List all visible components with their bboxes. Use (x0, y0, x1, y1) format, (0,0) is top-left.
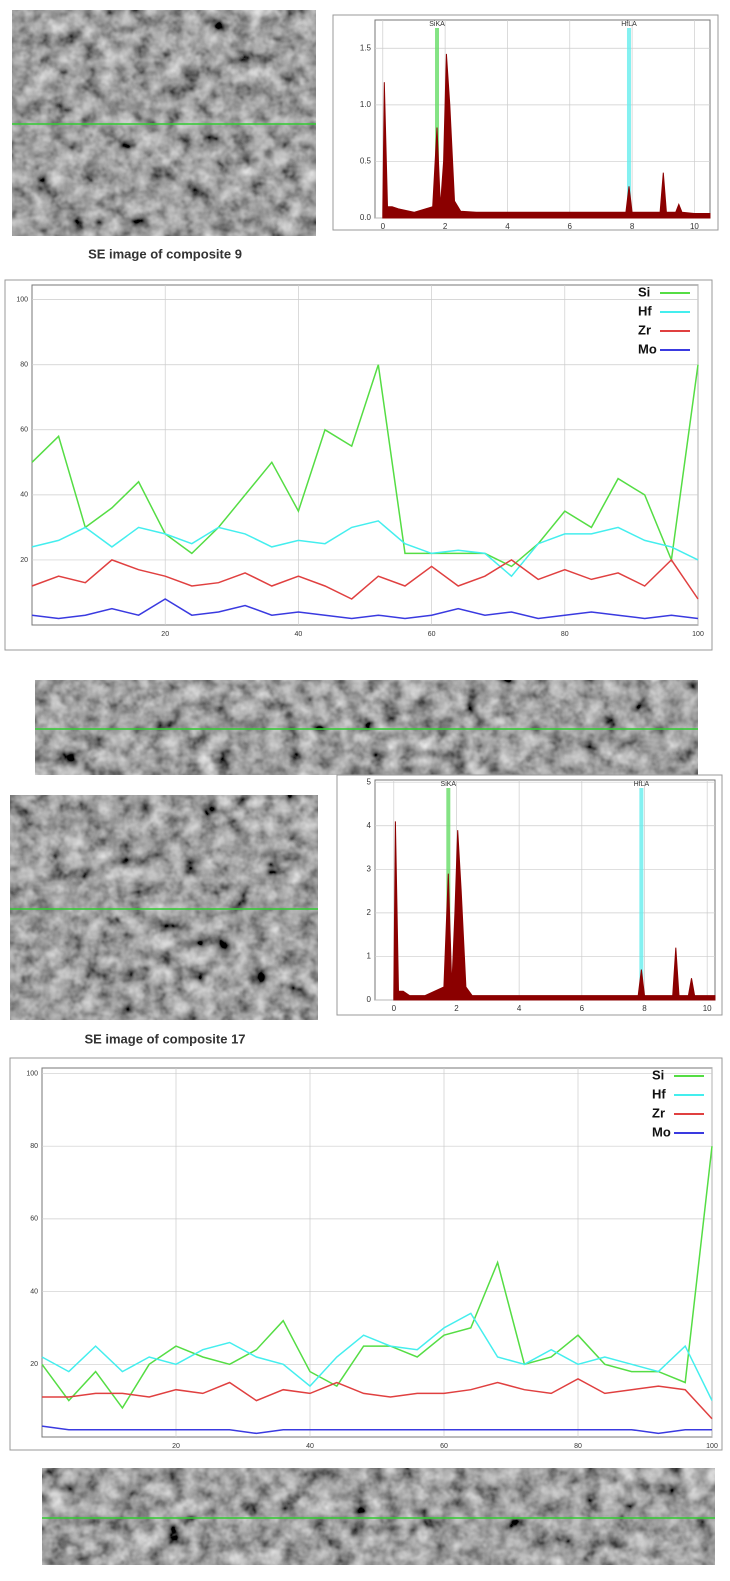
sem-strip (42, 1468, 715, 1565)
y-tick-label: 4 (367, 821, 372, 830)
y-tick-label: 100 (16, 296, 28, 303)
series-line (31, 520, 699, 578)
x-tick-label: 100 (706, 1443, 718, 1450)
caption: SE image of composite 17 (84, 1031, 245, 1046)
series-line (42, 1377, 713, 1420)
y-tick-label: 0.0 (360, 213, 372, 222)
marker-label: HfLA (634, 781, 650, 788)
legend-label: Zr (652, 1105, 665, 1120)
series-line (31, 598, 699, 620)
marker-label: HfLA (621, 21, 637, 28)
x-tick-label: 80 (574, 1443, 582, 1450)
plot-area (41, 1067, 713, 1438)
x-tick-label: 8 (630, 222, 635, 231)
y-tick-label: 1.5 (360, 43, 372, 52)
plot-area (374, 19, 711, 219)
series-line (41, 1312, 713, 1401)
x-tick-label: 40 (306, 1443, 314, 1450)
x-tick-label: 0 (381, 222, 386, 231)
y-tick-label: 40 (20, 492, 28, 499)
series-line (41, 1146, 713, 1410)
sem-image (10, 795, 318, 1020)
x-tick-label: 60 (428, 631, 436, 638)
legend-label: Si (638, 284, 650, 299)
spectrum (393, 821, 716, 1001)
x-tick-label: 80 (561, 631, 569, 638)
plot-area (374, 779, 716, 1001)
y-tick-label: 0.5 (360, 157, 372, 166)
x-tick-label: 2 (443, 222, 448, 231)
plot-area (31, 284, 699, 626)
x-tick-label: 20 (161, 631, 169, 638)
x-tick-label: 4 (517, 1004, 522, 1013)
y-tick-label: 40 (30, 1288, 38, 1295)
legend-label: Mo (652, 1124, 671, 1139)
y-tick-label: 80 (30, 1143, 38, 1150)
x-tick-label: 0 (392, 1004, 397, 1013)
series-line (41, 1425, 712, 1435)
y-tick-label: 1.0 (360, 100, 372, 109)
y-tick-label: 3 (367, 864, 372, 873)
y-tick-label: 5 (367, 777, 372, 786)
legend-label: Mo (638, 341, 657, 356)
x-tick-label: 60 (440, 1443, 448, 1450)
marker-label: SiKA (429, 21, 445, 28)
x-tick-label: 8 (642, 1004, 647, 1013)
spectrum (382, 53, 711, 219)
y-tick-label: 0 (367, 995, 372, 1004)
x-tick-label: 6 (568, 222, 573, 231)
x-tick-label: 2 (454, 1004, 459, 1013)
marker-label: SiKA (441, 781, 457, 788)
y-tick-label: 100 (26, 1070, 38, 1077)
y-tick-label: 20 (30, 1361, 38, 1368)
y-tick-label: 60 (20, 427, 28, 434)
caption: SE image of composite 9 (88, 246, 242, 261)
x-tick-label: 10 (703, 1004, 712, 1013)
legend-label: Zr (638, 322, 651, 337)
legend-label: Si (652, 1067, 664, 1082)
y-tick-label: 80 (20, 362, 28, 369)
x-tick-label: 100 (692, 631, 704, 638)
x-tick-label: 4 (505, 222, 510, 231)
series-line (31, 364, 699, 568)
y-tick-label: 1 (367, 952, 372, 961)
series-line (31, 558, 699, 600)
x-tick-label: 6 (580, 1004, 585, 1013)
y-tick-label: 2 (367, 908, 372, 917)
legend-label: Hf (638, 303, 652, 318)
sem-strip (35, 680, 698, 775)
y-tick-label: 60 (30, 1216, 38, 1223)
x-tick-label: 20 (172, 1443, 180, 1450)
x-tick-label: 40 (295, 631, 303, 638)
legend-label: Hf (652, 1086, 666, 1101)
sem-image (12, 10, 316, 236)
x-tick-label: 10 (690, 222, 699, 231)
y-tick-label: 20 (20, 557, 28, 564)
